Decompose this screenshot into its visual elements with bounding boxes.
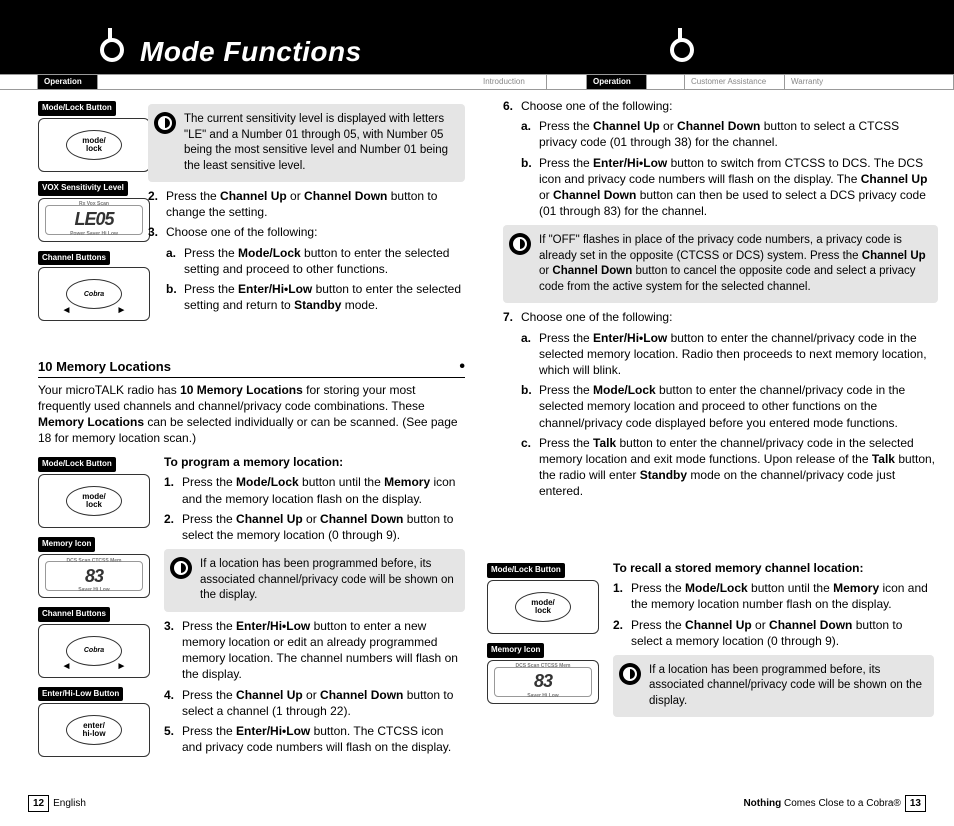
info-icon bbox=[509, 233, 531, 255]
label-enterhi: Enter/Hi-Low Button bbox=[38, 687, 123, 702]
prog-3: 3.Press the Enter/Hi•Low button to enter… bbox=[164, 618, 465, 683]
device-illustration: mode/ lock bbox=[38, 474, 150, 528]
prog-2: 2.Press the Channel Up or Channel Down b… bbox=[164, 511, 465, 543]
info-icon bbox=[154, 112, 176, 134]
footer-lang: English bbox=[53, 797, 86, 811]
callout-sensitivity: The current sensitivity level is display… bbox=[148, 104, 465, 182]
step-3b: b.Press the Enter/Hi•Low button to enter… bbox=[166, 281, 465, 313]
device-illustration: DCS Scan CTCSS Mem83Saver Hi Low bbox=[487, 660, 599, 704]
header-bar: Mode Functions bbox=[0, 0, 954, 74]
device-illustration: enter/ hi-low bbox=[38, 703, 150, 757]
device-illustration: Cobra◄► bbox=[38, 624, 150, 678]
page-number-left: 12 bbox=[28, 795, 49, 813]
device-illustration: Rx Vox ScanLE05Power Saver Hi Low bbox=[38, 198, 150, 242]
step-7a: a.Press the Enter/Hi•Low button to enter… bbox=[521, 330, 938, 379]
device-illustration: Cobra◄► bbox=[38, 267, 150, 321]
label-channel: Channel Buttons bbox=[38, 251, 110, 266]
label-modelock: Mode/Lock Button bbox=[38, 457, 116, 472]
step-3a: a.Press the Mode/Lock button to enter th… bbox=[166, 245, 465, 277]
label-memicon: Memory Icon bbox=[38, 537, 95, 552]
callout-programmed: If a location has been programmed before… bbox=[164, 549, 465, 612]
step-7b: b.Press the Mode/Lock button to enter th… bbox=[521, 382, 938, 431]
step-3: 3.Choose one of the following: a.Press t… bbox=[148, 224, 465, 313]
tab-intro: Introduction bbox=[477, 75, 547, 89]
step-6: 6.Choose one of the following: a.Press t… bbox=[503, 98, 938, 219]
prog-4: 4.Press the Channel Up or Channel Down b… bbox=[164, 687, 465, 719]
page-title: Mode Functions bbox=[140, 33, 362, 71]
recall-heading: To recall a stored memory channel locati… bbox=[613, 560, 934, 576]
info-icon bbox=[170, 557, 192, 579]
program-heading: To program a memory location: bbox=[164, 454, 465, 470]
tab-customer: Customer Assistance bbox=[685, 75, 785, 89]
step-6b: b.Press the Enter/Hi•Low button to switc… bbox=[521, 155, 938, 220]
step-2: 2.Press the Channel Up or Channel Down b… bbox=[148, 188, 465, 220]
logo-icon bbox=[660, 28, 700, 68]
step-7: 7.Choose one of the following: a.Press t… bbox=[503, 309, 938, 499]
step-6a: a.Press the Channel Up or Channel Down b… bbox=[521, 118, 938, 150]
label-modelock: Mode/Lock Button bbox=[487, 563, 565, 578]
info-icon bbox=[619, 663, 641, 685]
tab-operation: Operation bbox=[38, 75, 98, 89]
tab-row: Operation Introduction Operation Custome… bbox=[0, 74, 954, 90]
page-footer: 12English Nothing Comes Close to a Cobra… bbox=[0, 795, 954, 813]
prog-5: 5.Press the Enter/Hi•Low button. The CTC… bbox=[164, 723, 465, 755]
recall-2: 2.Press the Channel Up or Channel Down b… bbox=[613, 617, 934, 649]
section-intro: Your microTALK radio has 10 Memory Locat… bbox=[38, 382, 465, 447]
logo-icon bbox=[90, 28, 130, 68]
page-number-right: 13 bbox=[905, 795, 926, 813]
section-heading: 10 Memory Locations bbox=[38, 358, 465, 378]
step-7c: c.Press the Talk button to enter the cha… bbox=[521, 435, 938, 500]
tab-warranty: Warranty bbox=[785, 75, 954, 89]
label-memicon: Memory Icon bbox=[487, 643, 544, 658]
device-illustration: mode/ lock bbox=[487, 580, 599, 634]
recall-1: 1.Press the Mode/Lock button until the M… bbox=[613, 580, 934, 612]
tab-operation-r: Operation bbox=[587, 75, 647, 89]
device-illustration: DCS Scan CTCSS Mem83Saver Hi Low bbox=[38, 554, 150, 598]
label-modelock: Mode/Lock Button bbox=[38, 101, 116, 116]
device-illustration: mode/ lock bbox=[38, 118, 150, 172]
callout-programmed-r: If a location has been programmed before… bbox=[613, 655, 934, 718]
label-channel: Channel Buttons bbox=[38, 607, 110, 622]
callout-off: If "OFF" flashes in place of the privacy… bbox=[503, 225, 938, 303]
label-vox: VOX Sensitivity Level bbox=[38, 181, 128, 196]
prog-1: 1.Press the Mode/Lock button until the M… bbox=[164, 474, 465, 506]
